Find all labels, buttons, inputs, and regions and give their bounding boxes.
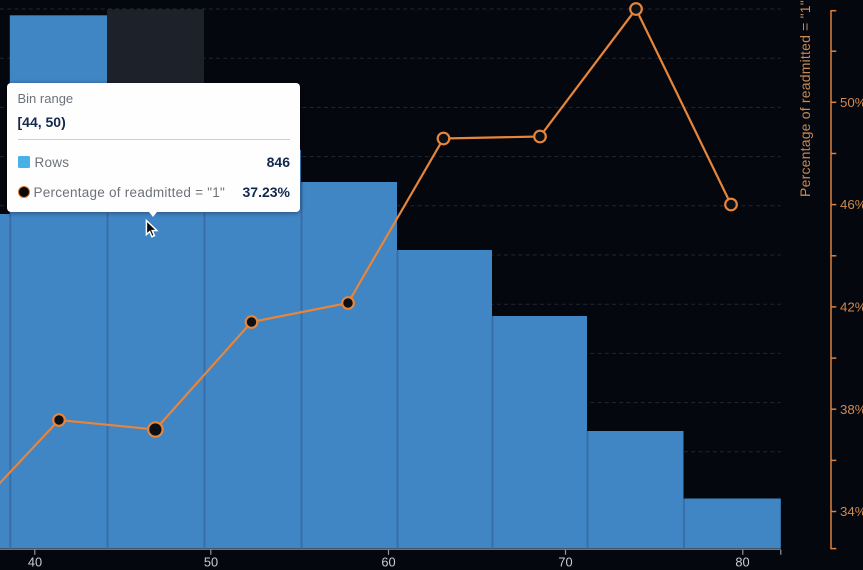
svg-text:Percentage of readmitted = "1": Percentage of readmitted = "1": [797, 0, 813, 197]
svg-text:42%: 42%: [840, 300, 863, 315]
svg-text:40: 40: [28, 555, 42, 570]
svg-text:50%: 50%: [840, 95, 863, 110]
svg-text:50: 50: [204, 555, 218, 570]
svg-text:34%: 34%: [840, 504, 863, 519]
svg-text:38%: 38%: [840, 402, 863, 417]
svg-text:70: 70: [558, 555, 572, 570]
svg-text:46%: 46%: [840, 197, 863, 212]
svg-text:80: 80: [735, 555, 749, 570]
svg-text:60: 60: [381, 555, 395, 570]
